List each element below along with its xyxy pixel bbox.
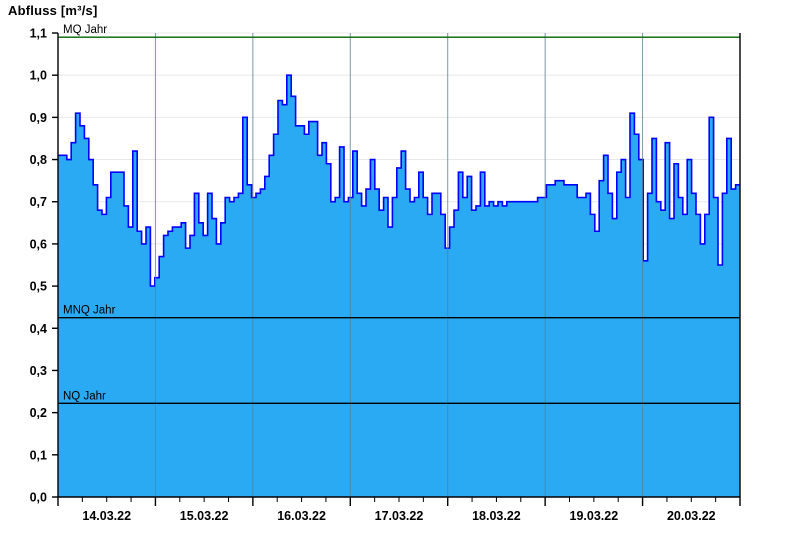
x-tick-label: 18.03.22 [472, 509, 521, 523]
reference-line-labels: MQ Jahr MNQ Jahr NQ Jahr [63, 24, 116, 402]
x-tick-label: 20.03.22 [667, 509, 716, 523]
y-tick-label: 0,9 [30, 111, 47, 125]
y-tick-label: 1,1 [30, 27, 47, 41]
reference-label-mq-jahr: MQ Jahr [63, 24, 107, 36]
y-tick-label: 0,4 [30, 322, 47, 336]
x-tick-label: 16.03.22 [277, 509, 326, 523]
reference-label-mnq-jahr: MNQ Jahr [63, 305, 116, 317]
discharge-step-line [57, 74, 740, 287]
y-tick-label: 0,5 [30, 280, 47, 294]
x-axis-ticks: 14.03.22 15.03.22 16.03.22 17.03.22 18.03.22… [57, 497, 741, 523]
y-tick-label: 0,3 [30, 364, 47, 378]
y-tick-label: 0,7 [30, 195, 47, 209]
x-tick-label: 14.03.22 [82, 509, 131, 523]
y-axis-ticks: 0,0 0,1 0,2 0,3 0,4 0,5 0,6 0,7 0,8 0,9 1,0 1,1 [30, 27, 58, 505]
y-tick-label: 1,0 [30, 69, 47, 83]
y-tick-label: 0,8 [30, 153, 47, 167]
y-tick-label: 0,6 [30, 237, 47, 251]
reference-lines [58, 36, 740, 405]
discharge-area-series [57, 33, 740, 498]
y-tick-label: 0,2 [30, 406, 47, 420]
reference-label-nq-jahr: NQ Jahr [63, 390, 106, 402]
x-tick-label: 15.03.22 [180, 509, 229, 523]
y-tick-label: 0,0 [30, 491, 47, 505]
chart-title: Abfluss [m³/s] [8, 3, 98, 18]
discharge-area-fill [58, 75, 740, 498]
x-tick-label: 17.03.22 [375, 509, 424, 523]
y-tick-label: 0,1 [30, 448, 47, 462]
x-tick-label: 19.03.22 [570, 509, 619, 523]
